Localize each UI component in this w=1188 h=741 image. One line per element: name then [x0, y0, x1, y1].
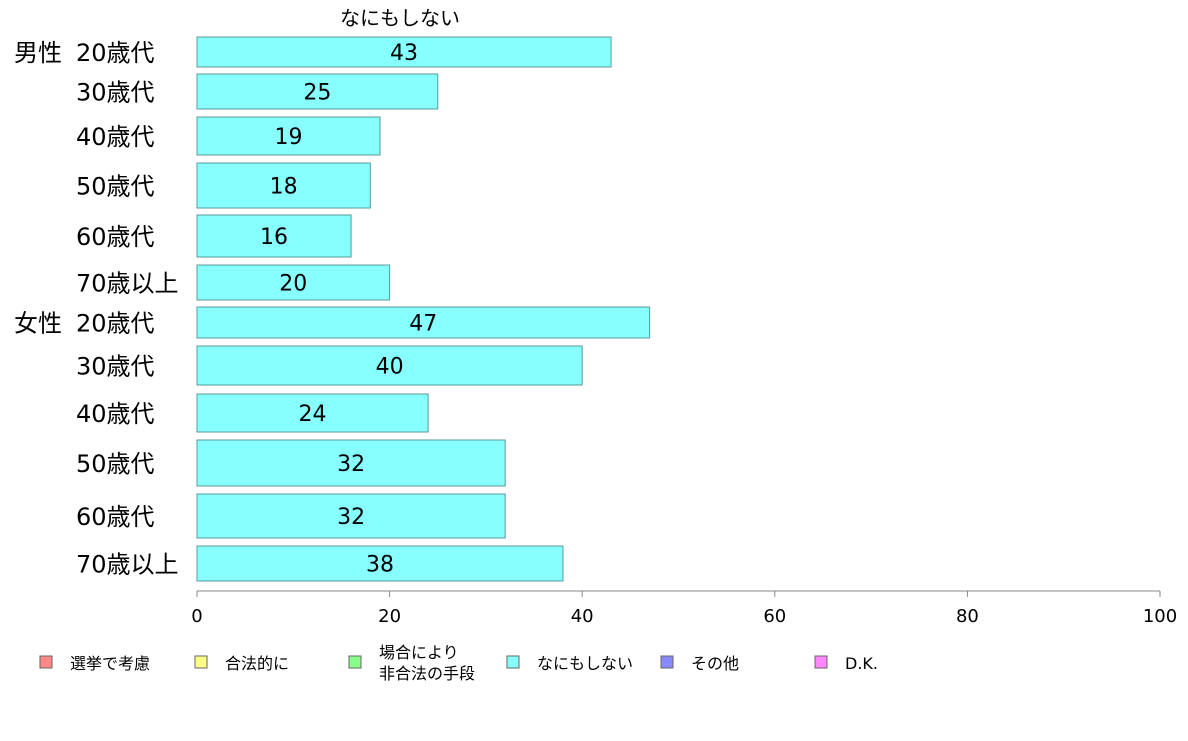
x-tick-label: 20	[378, 606, 401, 627]
value-label: 32	[337, 505, 365, 530]
legend-label: なにもしない	[537, 654, 633, 673]
bar	[196, 214, 352, 258]
legend-swatch	[660, 655, 674, 669]
bar	[196, 439, 506, 487]
value-label: 20	[279, 272, 307, 297]
x-tick-label: 80	[956, 606, 979, 627]
bar	[196, 116, 381, 156]
category-label: 60歳代	[76, 223, 155, 251]
value-label: 38	[366, 553, 394, 578]
bar	[196, 393, 429, 433]
group-label: 男性	[14, 39, 62, 67]
legend-label: 選挙で考慮	[70, 654, 150, 673]
legend-label: 合法的に	[225, 654, 289, 673]
category-label: 40歳代	[76, 400, 155, 428]
bar	[196, 36, 612, 68]
bar	[196, 545, 564, 582]
chart-title: なにもしない	[340, 6, 460, 30]
value-label: 19	[274, 125, 302, 150]
x-tick-label: 40	[571, 606, 594, 627]
legend-swatch	[814, 655, 828, 669]
legend-swatch	[39, 655, 53, 669]
x-tick-label: 100	[1143, 606, 1177, 627]
x-axis: 0 20 40 60 80 100	[191, 590, 1177, 627]
value-label: 18	[270, 175, 298, 200]
legend-swatch	[348, 655, 362, 669]
category-label: 30歳代	[76, 353, 155, 381]
bar	[196, 264, 391, 301]
value-label: 40	[376, 355, 404, 380]
category-label: 60歳代	[76, 503, 155, 531]
value-label: 25	[303, 81, 331, 106]
bar	[196, 73, 439, 110]
value-label: 24	[299, 402, 327, 427]
x-tick-label: 0	[191, 606, 202, 627]
category-label: 20歳代	[76, 39, 155, 67]
category-label: 40歳代	[76, 123, 155, 151]
bar	[196, 162, 371, 209]
bar	[196, 345, 583, 386]
category-label: 70歳以上	[76, 551, 179, 579]
category-label: 30歳代	[76, 79, 155, 107]
value-label: 47	[409, 312, 437, 337]
legend-swatch	[194, 655, 208, 669]
value-label: 43	[390, 41, 418, 66]
value-label: 16	[260, 225, 288, 250]
category-label: 50歳代	[76, 173, 155, 201]
group-label: 女性	[14, 310, 62, 338]
category-label: 20歳代	[76, 310, 155, 338]
value-label: 32	[337, 452, 365, 477]
legend-label: 場合により	[379, 643, 459, 662]
category-label: 70歳以上	[76, 270, 179, 298]
category-label: 50歳代	[76, 450, 155, 478]
bar	[196, 493, 506, 539]
legend-label: D.K.	[845, 654, 878, 673]
legend-swatch	[506, 655, 520, 669]
legend-label: その他	[691, 654, 739, 673]
legend-label: 非合法の手段	[379, 664, 475, 683]
x-tick-label: 60	[763, 606, 786, 627]
bar	[196, 306, 651, 339]
